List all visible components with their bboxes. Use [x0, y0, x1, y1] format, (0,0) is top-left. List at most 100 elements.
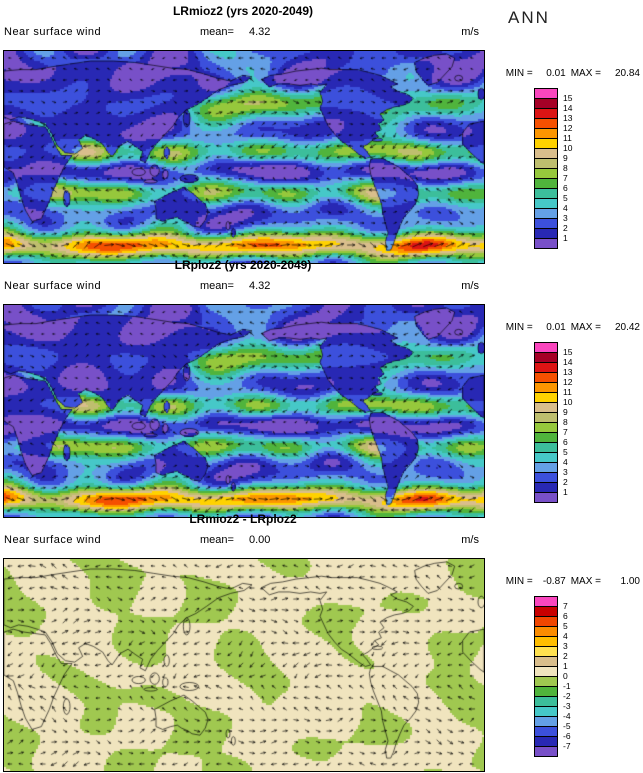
panel-lrploz2: LRploz2 (yrs 2020-2049) Near surface win…	[0, 258, 643, 518]
colorbar-swatches	[534, 596, 558, 757]
colorbar-tick-label: 1	[563, 661, 568, 671]
colorbar-swatch	[535, 413, 557, 423]
colorbar-tick-label: 15	[563, 347, 573, 357]
colorbar-swatch	[535, 483, 557, 493]
colorbar-tick-label: 9	[563, 407, 568, 417]
colorbar-tick-label: 10	[563, 143, 573, 153]
colorbar-swatch	[535, 697, 557, 707]
colorbar-swatch	[535, 597, 557, 607]
colorbar-swatch	[535, 179, 557, 189]
colorbar-swatch	[535, 119, 557, 129]
colorbar-tick-label: 1	[563, 233, 568, 243]
colorbar-swatch	[535, 627, 557, 637]
stats-line: MIN = -0.87 MAX = 1.00	[488, 576, 640, 587]
colorbar-swatch	[535, 169, 557, 179]
colorbar-swatch	[535, 363, 557, 373]
colorbar-swatch	[535, 373, 557, 383]
colorbar-tick-label: 7	[563, 173, 568, 183]
colorbar-tick-label: 8	[563, 417, 568, 427]
mean-label: mean=	[200, 534, 234, 546]
colorbar-tick-label: 2	[563, 223, 568, 233]
colorbar-tick-label: 13	[563, 113, 573, 123]
colorbar-tick-label: -6	[563, 731, 571, 741]
panel-title: LRploz2 (yrs 2020-2049)	[174, 258, 312, 272]
colorbar-tick-label: 13	[563, 367, 573, 377]
units-label: m/s	[461, 26, 479, 38]
min-value: 0.01	[546, 68, 566, 79]
colorbar-swatch	[535, 353, 557, 363]
colorbar-tick-label: 5	[563, 447, 568, 457]
colorbar-swatch	[535, 647, 557, 657]
colorbar-swatch	[535, 433, 557, 443]
max-label: MAX =	[570, 576, 601, 587]
colorbar-swatch	[535, 727, 557, 737]
map-canvas	[3, 558, 485, 772]
annotation-ann: ANN	[508, 8, 550, 27]
colorbar-tick-label: 11	[563, 387, 572, 397]
colorbar-swatch	[535, 473, 557, 483]
colorbar-swatch	[535, 453, 557, 463]
colorbar-tick-label: -3	[563, 701, 571, 711]
colorbar-swatch	[535, 463, 557, 473]
colorbar-tick-label: 15	[563, 93, 573, 103]
colorbar-swatch	[535, 717, 557, 727]
max-label: MAX =	[570, 68, 601, 79]
field-label: Near surface wind	[4, 534, 102, 546]
colorbar-tick-label: -2	[563, 691, 571, 701]
min-value: 0.01	[546, 322, 566, 333]
colorbar-swatch	[535, 687, 557, 697]
colorbar-tick-label: -5	[563, 721, 571, 731]
colorbar-swatch	[535, 403, 557, 413]
panel-lrmioz2: LRmioz2 (yrs 2020-2049) Near surface win…	[0, 4, 643, 264]
map-canvas	[3, 304, 485, 518]
colorbar: 15 14 13 12 11 10 9 8 7 6 5 4 3 2 1	[534, 88, 598, 249]
colorbar-swatch	[535, 149, 557, 159]
min-value: -0.87	[542, 576, 566, 587]
colorbar-swatch	[535, 159, 557, 169]
mean-label: mean=	[200, 26, 234, 38]
field-label: Near surface wind	[4, 26, 102, 38]
colorbar: 15 14 13 12 11 10 9 8 7 6 5 4 3 2 1	[534, 342, 598, 503]
colorbar-tick-label: 14	[563, 103, 573, 113]
mean-value: 0.00	[249, 534, 271, 546]
max-value: 20.84	[614, 68, 640, 79]
colorbar-tick-label: 6	[563, 437, 568, 447]
colorbar-swatch	[535, 109, 557, 119]
colorbar-tick-label: 2	[563, 651, 568, 661]
colorbar-swatch	[535, 637, 557, 647]
max-value: 1.00	[620, 576, 640, 587]
colorbar-swatch	[535, 617, 557, 627]
max-value: 20.42	[614, 322, 640, 333]
colorbar-tick-label: 6	[563, 611, 568, 621]
colorbar-tick-label: 3	[563, 213, 568, 223]
colorbar-swatch	[535, 99, 557, 109]
units-label: m/s	[461, 280, 479, 292]
colorbar-swatch	[535, 657, 557, 667]
colorbar-swatches	[534, 342, 558, 503]
max-label: MAX =	[570, 322, 601, 333]
field-label: Near surface wind	[4, 280, 102, 292]
colorbar-swatch	[535, 667, 557, 677]
colorbar-swatch	[535, 707, 557, 717]
map-canvas	[3, 50, 485, 264]
colorbar-swatch	[535, 239, 557, 248]
units-label: m/s	[461, 534, 479, 546]
colorbar-tick-label: 2	[563, 477, 568, 487]
colorbar-tick-label: 12	[563, 377, 573, 387]
colorbar-tick-label: 0	[563, 671, 568, 681]
colorbar-swatch	[535, 219, 557, 229]
colorbar-swatch	[535, 607, 557, 617]
colorbar-tick-label: 5	[563, 621, 568, 631]
colorbar-swatch	[535, 209, 557, 219]
colorbar-tick-label: 10	[563, 397, 573, 407]
colorbar-tick-label: 4	[563, 631, 568, 641]
colorbar-tick-label: 11	[563, 133, 572, 143]
colorbar-tick-label: -4	[563, 711, 571, 721]
min-label: MIN =	[505, 68, 533, 79]
colorbar-swatch	[535, 189, 557, 199]
panel-subheader: Near surface wind mean= 4.32 m/s	[3, 280, 483, 294]
colorbar-swatch	[535, 393, 557, 403]
colorbar-swatch	[535, 199, 557, 209]
colorbar-tick-label: 7	[563, 601, 568, 611]
colorbar-swatch	[535, 423, 557, 433]
